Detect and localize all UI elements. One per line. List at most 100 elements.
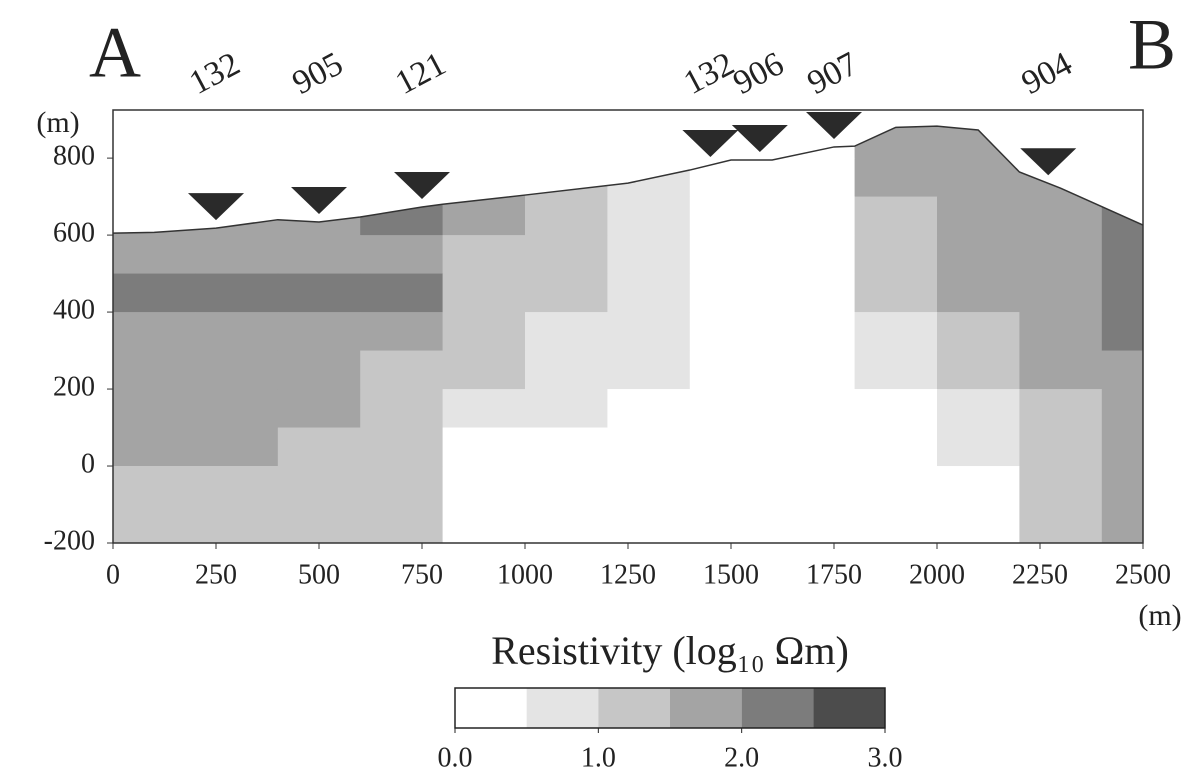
x-tick-label: 250 [195,559,237,590]
section-cell [607,389,691,429]
x-tick-label: 1250 [600,559,656,590]
section-cell [689,196,773,236]
section-cell [772,389,856,429]
section-cell [360,312,444,352]
section-cell [1101,273,1143,313]
section-cell [854,466,938,506]
section-cell [854,427,938,467]
colorbar-tick-label: 3.0 [868,742,903,773]
station-marker [731,125,788,153]
section-cell [113,273,196,313]
section-cell [277,350,361,390]
x-tick-label: 0 [106,559,120,590]
section-cell [1101,312,1143,352]
section-cell [1019,312,1103,352]
section-cell [442,504,526,543]
section-cell [1019,273,1103,313]
section-cell [854,126,938,159]
section-cell [937,350,1020,390]
section-cell [772,235,856,275]
section-cell [937,273,1020,313]
section-cell [607,466,691,506]
section-cell [442,312,526,352]
section-cell [937,312,1020,352]
section-cell [525,158,608,198]
section-cell [113,235,196,275]
section-cell [525,504,608,543]
section-cell [607,235,691,275]
section-cell [442,427,526,467]
station-marker [682,130,739,158]
section-cell [607,350,691,390]
section-cell [689,312,773,352]
section-cell [772,350,856,390]
section-cell [854,158,938,198]
station-label: 904 [1016,45,1078,102]
section-cell [1101,350,1143,390]
section-cell [525,466,608,506]
station-marker [1020,148,1077,176]
x-tick-label: 500 [298,559,340,590]
station-label: 121 [390,45,452,102]
section-cell [113,427,196,467]
section-cell [607,273,691,313]
colorbar-swatch [670,688,742,728]
section-cell [113,312,196,352]
section-cell [772,427,856,467]
section-cell [195,466,279,506]
colorbar-swatch [741,688,814,728]
y-tick-label: -200 [44,525,95,556]
section-cell [195,312,279,352]
y-tick-label: 600 [53,218,95,249]
section-cell [854,312,938,352]
section-cell [937,126,1020,159]
section-cell [360,235,444,275]
section-cell [1019,196,1103,236]
section-cell [277,466,361,506]
colorbar-swatch [526,688,599,728]
section-cell [689,427,773,467]
section-cell [772,158,856,198]
section-cell [525,235,608,275]
section-cell [854,350,938,390]
section-cell [442,235,526,275]
y-tick-label: 400 [53,294,95,325]
x-tick-label: 1000 [497,559,553,590]
section-cell [195,235,279,275]
section-cell [525,273,608,313]
colorbar-tick-label: 1.0 [581,742,616,773]
start-label: A [89,13,141,93]
section-cell [689,235,773,275]
section-cell [937,427,1020,467]
section-cell [937,389,1020,429]
station-marker [188,193,244,221]
colorbar-tick-label: 0.0 [438,742,473,773]
section-cell [1019,504,1103,543]
section-cell [195,389,279,429]
station-label: 132 [184,45,246,102]
section-cell [360,350,444,390]
section-cell [1101,389,1143,429]
station-marker [291,187,347,215]
end-label: B [1128,5,1176,85]
section-cell [854,235,938,275]
section-cell [1101,235,1143,275]
x-tick-label: 2250 [1012,559,1068,590]
section-cell [525,427,608,467]
section-cell [195,273,279,313]
section-cell [277,235,361,275]
colorbar-tick-label: 2.0 [724,742,759,773]
section-cell [689,389,773,429]
section-cell [113,389,196,429]
section-cell [937,196,1020,236]
x-axis-label: (m) [1138,599,1181,632]
section-cell [525,312,608,352]
section-cell [277,389,361,429]
section-cell [277,504,361,543]
colorbar-swatch [598,688,670,728]
section-cell [113,504,196,543]
section-cell [772,312,856,352]
y-tick-label: 0 [81,448,95,479]
section-cell [195,350,279,390]
